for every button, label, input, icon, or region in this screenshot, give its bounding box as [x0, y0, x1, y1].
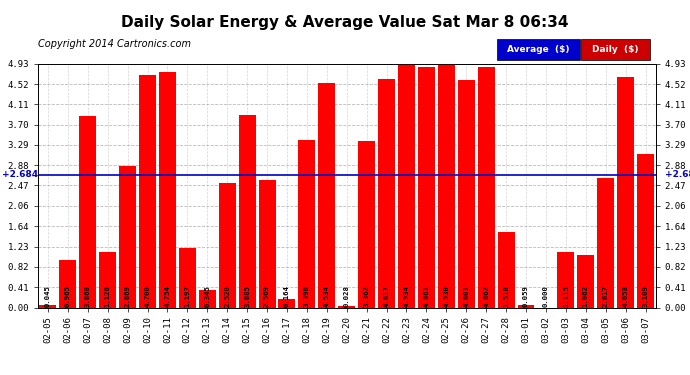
Text: 1.062: 1.062	[583, 285, 589, 306]
Text: 0.028: 0.028	[344, 285, 350, 306]
Bar	[358, 141, 375, 308]
Text: 0.000: 0.000	[543, 285, 549, 306]
Bar	[598, 178, 614, 308]
Text: 2.569: 2.569	[264, 285, 270, 306]
Text: 4.754: 4.754	[164, 285, 170, 306]
Text: +2.684: +2.684	[665, 170, 690, 179]
Bar	[179, 248, 196, 308]
Text: 3.396: 3.396	[304, 285, 310, 306]
Bar	[199, 291, 216, 308]
Text: 0.059: 0.059	[523, 285, 529, 306]
Bar	[259, 180, 275, 308]
Bar	[477, 67, 495, 308]
Bar	[578, 255, 594, 308]
Bar	[438, 64, 455, 308]
Text: 4.934: 4.934	[404, 285, 409, 306]
Text: 2.869: 2.869	[125, 285, 130, 306]
Text: 4.861: 4.861	[424, 285, 429, 306]
Bar	[298, 140, 315, 308]
Bar	[99, 252, 116, 308]
Text: 4.700: 4.700	[144, 285, 150, 306]
Bar	[219, 183, 236, 308]
Bar	[338, 306, 355, 308]
Bar	[79, 116, 96, 308]
Text: 1.518: 1.518	[503, 285, 509, 306]
Text: 4.658: 4.658	[622, 285, 629, 306]
Text: 0.164: 0.164	[284, 285, 290, 306]
Text: 4.930: 4.930	[444, 285, 449, 306]
Bar	[239, 116, 255, 308]
Text: 1.197: 1.197	[184, 285, 190, 306]
Text: 3.868: 3.868	[85, 285, 91, 306]
Text: 0.345: 0.345	[204, 285, 210, 306]
Text: 3.109: 3.109	[642, 285, 649, 306]
Bar	[119, 166, 136, 308]
Bar	[279, 299, 295, 307]
Bar	[418, 67, 435, 308]
Text: Daily  ($): Daily ($)	[592, 45, 639, 54]
Text: 4.862: 4.862	[483, 285, 489, 306]
Text: 2.520: 2.520	[224, 285, 230, 306]
Bar	[558, 252, 574, 308]
Bar	[637, 154, 654, 308]
Bar	[39, 305, 57, 308]
Text: 4.534: 4.534	[324, 285, 330, 306]
Text: 4.617: 4.617	[384, 285, 390, 306]
Text: 1.115: 1.115	[563, 285, 569, 306]
Bar	[497, 232, 515, 308]
Text: 2.617: 2.617	[602, 285, 609, 306]
Text: 3.362: 3.362	[364, 285, 370, 306]
Bar	[518, 304, 535, 307]
Bar	[398, 63, 415, 308]
Text: Average  ($): Average ($)	[507, 45, 569, 54]
Bar	[378, 79, 395, 308]
Text: 0.965: 0.965	[65, 285, 71, 306]
Text: Copyright 2014 Cartronics.com: Copyright 2014 Cartronics.com	[38, 39, 191, 50]
Text: 3.885: 3.885	[244, 285, 250, 306]
Bar	[139, 75, 156, 307]
Text: 0.045: 0.045	[45, 285, 51, 306]
Bar	[617, 77, 634, 308]
Bar	[318, 83, 335, 308]
Text: 1.126: 1.126	[105, 285, 110, 306]
Bar	[159, 72, 176, 308]
Text: +2.684: +2.684	[2, 170, 38, 179]
Bar	[59, 260, 77, 308]
Text: 4.601: 4.601	[463, 285, 469, 306]
Text: Daily Solar Energy & Average Value Sat Mar 8 06:34: Daily Solar Energy & Average Value Sat M…	[121, 15, 569, 30]
Bar	[457, 80, 475, 308]
